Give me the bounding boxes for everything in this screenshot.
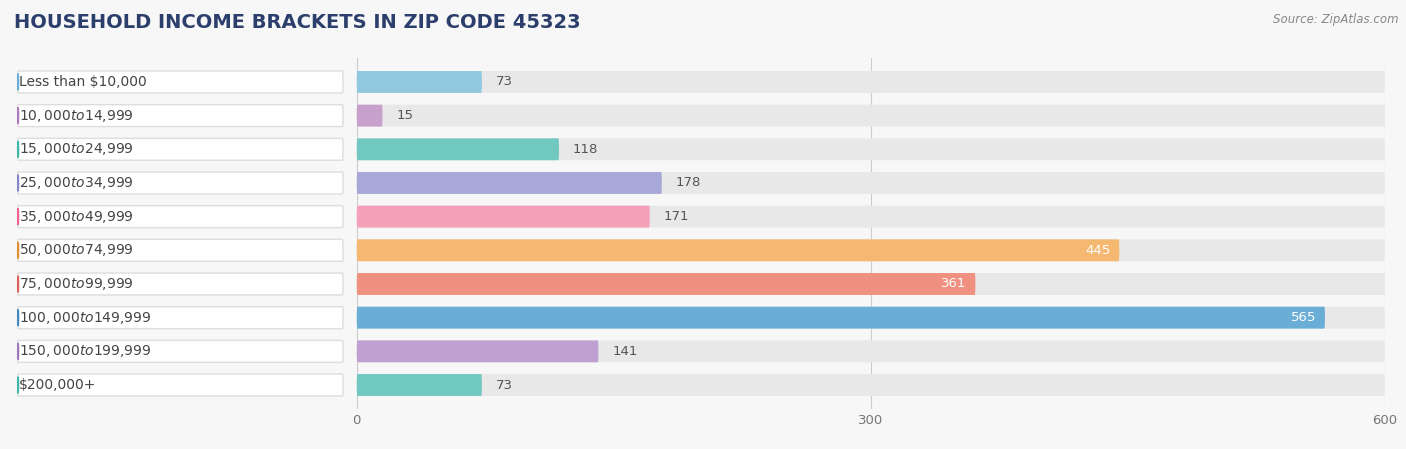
FancyBboxPatch shape xyxy=(17,138,343,160)
Text: 73: 73 xyxy=(495,75,513,88)
Text: 141: 141 xyxy=(612,345,637,358)
FancyBboxPatch shape xyxy=(357,340,1385,362)
Text: 361: 361 xyxy=(942,277,967,291)
FancyBboxPatch shape xyxy=(357,105,382,127)
Text: 565: 565 xyxy=(1291,311,1316,324)
FancyBboxPatch shape xyxy=(17,105,343,127)
FancyBboxPatch shape xyxy=(17,239,343,261)
Text: Source: ZipAtlas.com: Source: ZipAtlas.com xyxy=(1274,13,1399,26)
FancyBboxPatch shape xyxy=(17,273,343,295)
Text: 171: 171 xyxy=(664,210,689,223)
FancyBboxPatch shape xyxy=(357,307,1324,329)
Text: $25,000 to $34,999: $25,000 to $34,999 xyxy=(18,175,134,191)
Text: $75,000 to $99,999: $75,000 to $99,999 xyxy=(18,276,134,292)
FancyBboxPatch shape xyxy=(17,374,343,396)
FancyBboxPatch shape xyxy=(357,206,1385,228)
FancyBboxPatch shape xyxy=(17,206,343,228)
FancyBboxPatch shape xyxy=(357,374,482,396)
Text: $15,000 to $24,999: $15,000 to $24,999 xyxy=(18,141,134,157)
Text: $150,000 to $199,999: $150,000 to $199,999 xyxy=(18,343,152,359)
Text: $35,000 to $49,999: $35,000 to $49,999 xyxy=(18,209,134,224)
FancyBboxPatch shape xyxy=(357,105,1385,127)
Text: $100,000 to $149,999: $100,000 to $149,999 xyxy=(18,310,152,326)
FancyBboxPatch shape xyxy=(17,71,343,93)
FancyBboxPatch shape xyxy=(357,71,482,93)
FancyBboxPatch shape xyxy=(17,340,343,362)
FancyBboxPatch shape xyxy=(357,138,560,160)
Text: $200,000+: $200,000+ xyxy=(18,378,97,392)
FancyBboxPatch shape xyxy=(357,172,662,194)
FancyBboxPatch shape xyxy=(357,138,1385,160)
FancyBboxPatch shape xyxy=(357,239,1385,261)
FancyBboxPatch shape xyxy=(357,374,1385,396)
Text: 178: 178 xyxy=(675,176,700,189)
FancyBboxPatch shape xyxy=(357,71,1385,93)
Text: Less than $10,000: Less than $10,000 xyxy=(18,75,146,89)
FancyBboxPatch shape xyxy=(357,273,1385,295)
FancyBboxPatch shape xyxy=(357,307,1385,329)
FancyBboxPatch shape xyxy=(17,172,343,194)
Text: 445: 445 xyxy=(1085,244,1111,257)
Text: 15: 15 xyxy=(396,109,413,122)
Text: 118: 118 xyxy=(572,143,598,156)
FancyBboxPatch shape xyxy=(17,307,343,329)
FancyBboxPatch shape xyxy=(357,340,599,362)
Text: $10,000 to $14,999: $10,000 to $14,999 xyxy=(18,108,134,123)
Text: 73: 73 xyxy=(495,379,513,392)
FancyBboxPatch shape xyxy=(357,273,976,295)
FancyBboxPatch shape xyxy=(357,206,650,228)
FancyBboxPatch shape xyxy=(357,239,1119,261)
FancyBboxPatch shape xyxy=(357,172,1385,194)
Text: HOUSEHOLD INCOME BRACKETS IN ZIP CODE 45323: HOUSEHOLD INCOME BRACKETS IN ZIP CODE 45… xyxy=(14,13,581,32)
Text: $50,000 to $74,999: $50,000 to $74,999 xyxy=(18,242,134,258)
